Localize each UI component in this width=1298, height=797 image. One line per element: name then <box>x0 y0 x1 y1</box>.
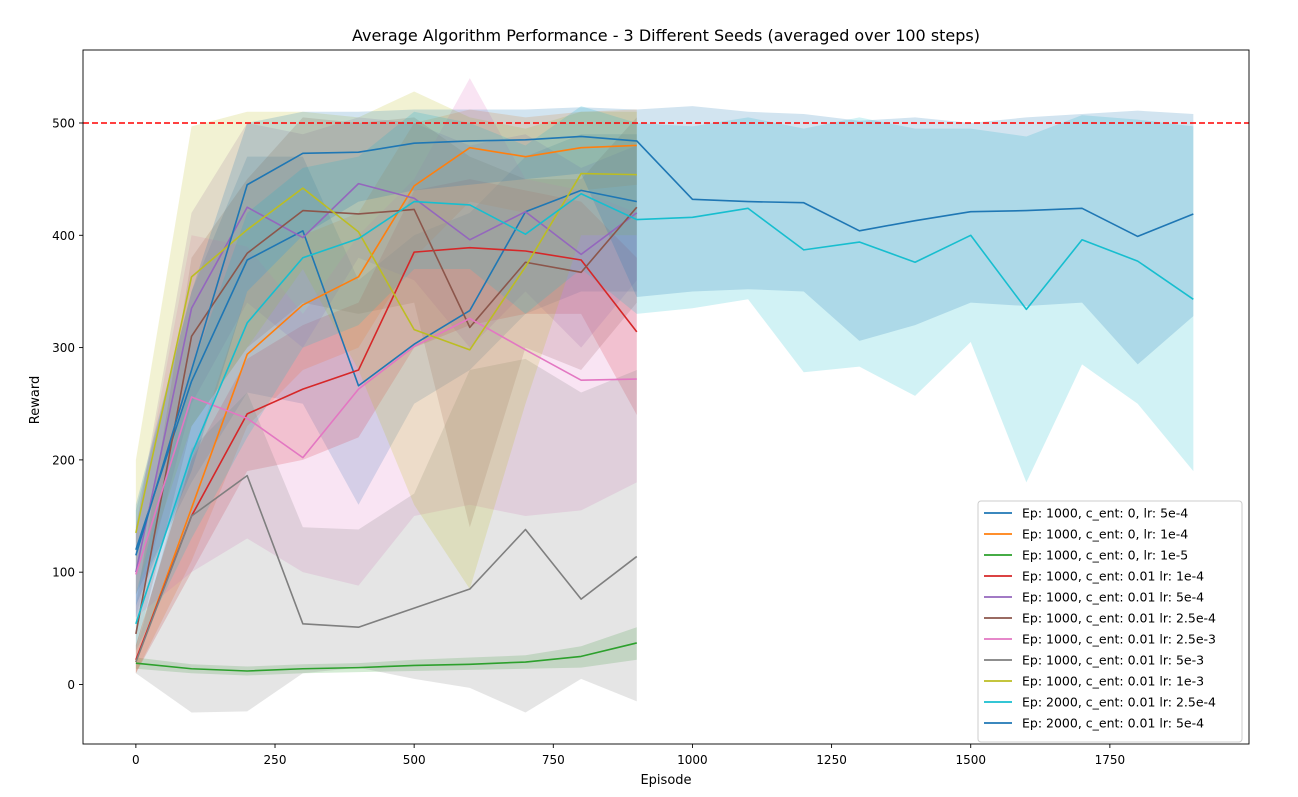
x-tick-label: 1250 <box>816 753 847 767</box>
legend-label-1: Ep: 1000, c_ent: 0, lr: 5e-4 <box>1022 506 1188 521</box>
legend-label-2: Ep: 1000, c_ent: 0, lr: 1e-4 <box>1022 527 1188 542</box>
x-tick-label: 0 <box>132 753 140 767</box>
confidence-band-3 <box>135 627 637 676</box>
y-tick-label: 300 <box>52 341 75 355</box>
x-axis-label: Episode <box>640 773 691 788</box>
y-tick-label: 0 <box>67 678 75 692</box>
x-tick-label: 750 <box>542 753 565 767</box>
x-tick-label: 1000 <box>677 753 708 767</box>
x-tick-label: 1750 <box>1095 753 1126 767</box>
y-tick-label: 200 <box>52 453 75 467</box>
series-line-2 <box>135 144 637 663</box>
legend-label-9: Ep: 1000, c_ent: 0.01 lr: 1e-3 <box>1022 674 1204 689</box>
confidence-bands <box>135 78 1194 713</box>
series-line-3 <box>135 642 637 672</box>
confidence-band-2 <box>135 109 637 674</box>
confidence-band-8 <box>135 358 637 713</box>
legend-label-10: Ep: 2000, c_ent: 0.01 lr: 2.5e-4 <box>1022 695 1216 710</box>
confidence-band-10 <box>135 106 1194 651</box>
chart-title: Average Algorithm Performance - 3 Differ… <box>352 26 980 45</box>
legend: Ep: 1000, c_ent: 0, lr: 5e-4 Ep: 1000, c_… <box>977 500 1243 743</box>
axes: 0 250 500 750 1000 1250 1500 1750 0 100 200 300 400 5… <box>52 49 1250 767</box>
y-tick-label: 400 <box>52 229 75 243</box>
legend-label-5: Ep: 1000, c_ent: 0.01 lr: 5e-4 <box>1022 590 1204 605</box>
series-line-10 <box>135 192 1194 625</box>
series-line-5 <box>135 182 638 573</box>
confidence-band-9 <box>135 91 637 595</box>
series-line-1 <box>135 189 637 550</box>
series-line-7 <box>135 317 637 575</box>
series-line-9 <box>135 172 637 534</box>
legend-label-11: Ep: 2000, c_ent: 0.01 lr: 5e-4 <box>1022 716 1204 731</box>
legend-label-4: Ep: 1000, c_ent: 0.01 lr: 1e-4 <box>1022 569 1204 584</box>
legend-label-8: Ep: 1000, c_ent: 0.01 lr: 5e-3 <box>1022 653 1204 668</box>
x-tick-label: 1500 <box>955 753 986 767</box>
legend-label-3: Ep: 1000, c_ent: 0, lr: 1e-5 <box>1022 548 1188 563</box>
confidence-band-4 <box>135 179 637 674</box>
series-line-8 <box>135 474 638 663</box>
plot-frame <box>82 49 1250 745</box>
series-line-6 <box>135 206 638 635</box>
legend-box <box>977 500 1243 743</box>
legend-label-6: Ep: 1000, c_ent: 0.01 lr: 2.5e-4 <box>1022 611 1216 626</box>
y-tick-label: 500 <box>52 116 75 130</box>
x-tick-label: 250 <box>264 753 287 767</box>
y-tick-label: 100 <box>52 566 75 580</box>
x-tick-label: 500 <box>403 753 426 767</box>
series-line-11 <box>135 135 1194 556</box>
confidence-band-11 <box>135 106 1194 606</box>
legend-label-7: Ep: 1000, c_ent: 0.01 lr: 2.5e-3 <box>1022 632 1216 647</box>
series-lines <box>135 135 1194 672</box>
confidence-band-7 <box>135 78 637 618</box>
series-line-4 <box>135 246 638 661</box>
y-axis-label: Reward <box>28 376 43 424</box>
